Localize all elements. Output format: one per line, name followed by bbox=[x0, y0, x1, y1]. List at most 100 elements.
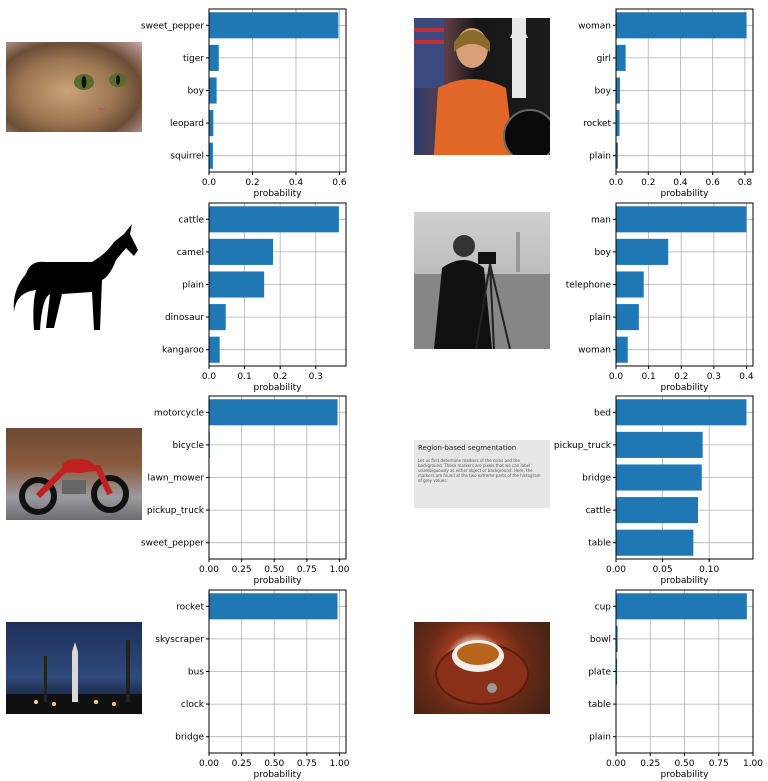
horse-icon bbox=[13, 224, 138, 330]
bar bbox=[616, 77, 621, 104]
x-tick-label: 0.2 bbox=[674, 372, 688, 382]
category-label: bed bbox=[594, 408, 611, 418]
category-label: leopard bbox=[170, 119, 204, 129]
category-label: bus bbox=[188, 668, 204, 678]
x-axis-title: probability bbox=[660, 576, 709, 586]
bar bbox=[209, 12, 339, 39]
bar bbox=[616, 142, 618, 169]
category-label: plain bbox=[589, 733, 611, 743]
category-label: telephone bbox=[566, 281, 612, 291]
x-tick-label: 0.00 bbox=[199, 565, 219, 575]
category-label: boy bbox=[187, 87, 204, 97]
x-tick-label: 0.25 bbox=[640, 759, 660, 769]
x-tick-label: 0.00 bbox=[199, 759, 219, 769]
category-label: boy bbox=[594, 87, 611, 97]
x-tick-label: 0.2 bbox=[273, 372, 287, 382]
x-tick-label: 0.4 bbox=[739, 372, 754, 382]
category-label: cattle bbox=[585, 506, 611, 516]
bar bbox=[209, 238, 274, 265]
bar bbox=[209, 44, 219, 71]
x-tick-label: 0.75 bbox=[709, 759, 729, 769]
category-label: plain bbox=[182, 281, 204, 291]
bar bbox=[616, 206, 747, 233]
x-tick-label: 0.0 bbox=[202, 372, 217, 382]
cat-photo bbox=[6, 42, 142, 132]
x-tick-label: 1.00 bbox=[743, 759, 763, 769]
x-tick-label: 0.75 bbox=[297, 565, 317, 575]
category-label: boy bbox=[594, 248, 611, 258]
category-label: woman bbox=[578, 21, 611, 31]
x-tick-label: 1.00 bbox=[329, 565, 349, 575]
chart-2: cattle camel plain dinosaur kangaroo 0.0 0.1 0.… bbox=[162, 202, 347, 393]
category-label: man bbox=[591, 215, 611, 225]
rocket-icon bbox=[6, 640, 142, 714]
category-label: girl bbox=[597, 54, 611, 64]
bar bbox=[209, 142, 213, 169]
document-heading: Region-based segmentation bbox=[418, 444, 517, 452]
category-label: sweet_pepper bbox=[141, 21, 204, 31]
axes-frame bbox=[208, 202, 347, 367]
bar bbox=[616, 593, 747, 620]
x-axis-title: probability bbox=[253, 770, 302, 780]
x-axis-title: probability bbox=[660, 189, 709, 199]
bar bbox=[616, 44, 626, 71]
category-label: kangaroo bbox=[162, 346, 205, 356]
x-tick-label: 0.3 bbox=[309, 372, 323, 382]
bar bbox=[209, 206, 339, 233]
bar bbox=[616, 464, 702, 491]
x-tick-label: 0.6 bbox=[332, 178, 347, 188]
chart-3: man boy telephone plain woman 0.0 0.1 0.2 0.3 0.4… bbox=[566, 202, 754, 393]
x-tick-label: 0.4 bbox=[673, 178, 688, 188]
x-tick-label: 0.2 bbox=[641, 178, 655, 188]
cameraman-icon bbox=[414, 232, 550, 349]
category-label: cattle bbox=[178, 215, 204, 225]
x-tick-label: 0.25 bbox=[232, 759, 252, 769]
category-label: lawn_mower bbox=[148, 474, 205, 484]
bar bbox=[209, 593, 338, 620]
category-label: rocket bbox=[583, 119, 611, 129]
espresso-cup-photo bbox=[414, 622, 550, 714]
category-label: pickup_truck bbox=[147, 506, 205, 516]
x-tick-label: 0.05 bbox=[653, 565, 673, 575]
category-label: bridge bbox=[175, 733, 204, 743]
category-label: tiger bbox=[183, 54, 204, 64]
horse-silhouette bbox=[6, 220, 142, 333]
category-label: bridge bbox=[582, 474, 611, 484]
x-tick-label: 0.1 bbox=[641, 372, 655, 382]
bar bbox=[616, 110, 620, 137]
motorcycle-icon bbox=[19, 459, 129, 515]
category-label: rocket bbox=[176, 602, 204, 612]
bar bbox=[616, 529, 694, 556]
bar bbox=[209, 399, 338, 426]
category-label: pickup_truck bbox=[554, 441, 612, 451]
x-tick-label: 0.50 bbox=[264, 565, 284, 575]
category-label: dinosaur bbox=[165, 313, 204, 323]
cameraman-photo bbox=[414, 212, 550, 349]
category-label: clock bbox=[181, 700, 205, 710]
x-axis-title: probability bbox=[253, 576, 302, 586]
cat-face-icon bbox=[74, 73, 127, 114]
bar bbox=[616, 399, 747, 426]
axes-frame bbox=[615, 395, 754, 560]
x-tick-label: 0.50 bbox=[674, 759, 694, 769]
axes-frame bbox=[615, 8, 754, 173]
motorcycle-photo bbox=[6, 428, 142, 520]
bar bbox=[616, 431, 703, 458]
category-label: skyscraper bbox=[155, 635, 204, 645]
x-tick-label: 0.3 bbox=[707, 372, 721, 382]
chart-4: motorcycle bicycle lawn_mower pickup_trucks… bbox=[141, 395, 350, 586]
axes-frame bbox=[208, 395, 347, 560]
chart-1: woman girl boy rocket plain 0.0 0.2 0.4 0.6 0.8 pr… bbox=[578, 8, 754, 199]
bar bbox=[616, 304, 639, 331]
text-document-photo: Region-based segmentation Let us first d… bbox=[414, 440, 550, 508]
x-tick-label: 0.25 bbox=[232, 565, 252, 575]
document-body: Let us first determine markers of the co… bbox=[418, 458, 541, 483]
bar bbox=[616, 238, 669, 265]
bar bbox=[209, 336, 220, 363]
axes-frame bbox=[208, 8, 347, 173]
x-tick-label: 0.8 bbox=[738, 178, 753, 188]
category-label: camel bbox=[177, 248, 204, 258]
x-tick-label: 0.1 bbox=[237, 372, 251, 382]
